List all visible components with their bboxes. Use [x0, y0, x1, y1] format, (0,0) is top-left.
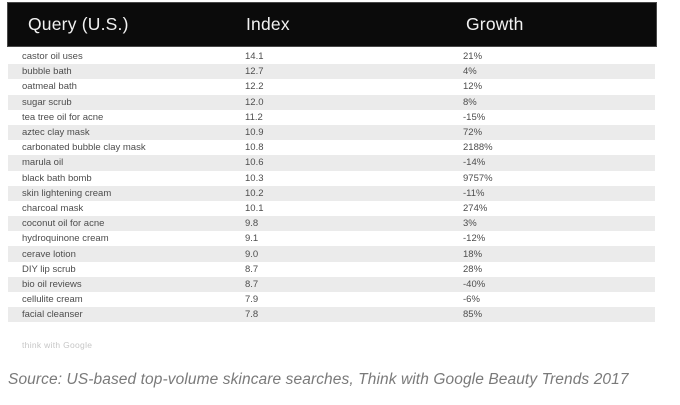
- growth-cell: 72%: [463, 127, 483, 139]
- table-row: cerave lotion 9.0 18%: [8, 246, 655, 262]
- growth-cell: 274%: [463, 202, 488, 214]
- table-row: DIY lip scrub 8.7 28%: [8, 261, 655, 277]
- index-cell: 11.2: [245, 111, 263, 123]
- table-row: carbonated bubble clay mask 10.8 2188%: [8, 140, 655, 156]
- growth-cell: 8%: [463, 96, 477, 108]
- table-row: castor oil uses 14.1 21%: [8, 49, 655, 65]
- query-cell: cerave lotion: [22, 248, 76, 260]
- query-cell: DIY lip scrub: [22, 263, 76, 275]
- index-cell: 7.9: [245, 294, 259, 306]
- index-cell: 12.7: [245, 66, 264, 78]
- table-row: black bath bomb 10.3 9757%: [8, 170, 655, 186]
- index-cell: 10.2: [245, 187, 264, 199]
- table-row: tea tree oil for acne 11.2 -15%: [8, 109, 655, 125]
- table-row: cellulite cream 7.9 -6%: [8, 292, 655, 308]
- table-header: Query (U.S.) Index Growth: [7, 2, 657, 47]
- growth-cell: 9757%: [463, 172, 493, 184]
- growth-cell: -6%: [463, 294, 480, 306]
- table-row: facial cleanser 7.8 85%: [8, 307, 655, 323]
- index-cell: 9.0: [245, 248, 259, 260]
- growth-cell: 2188%: [463, 142, 493, 154]
- query-cell: castor oil uses: [22, 51, 83, 63]
- growth-cell: 85%: [463, 309, 483, 321]
- growth-cell: 21%: [463, 51, 483, 63]
- query-cell: hydroquinone cream: [22, 233, 109, 245]
- query-cell: black bath bomb: [22, 172, 92, 184]
- query-cell: bio oil reviews: [22, 278, 82, 290]
- query-cell: skin lightening cream: [22, 187, 112, 199]
- table-row: coconut oil for acne 9.8 3%: [8, 216, 655, 232]
- growth-cell: -11%: [463, 187, 485, 199]
- table-row: bio oil reviews 8.7 -40%: [8, 276, 655, 292]
- query-cell: cellulite cream: [22, 294, 83, 306]
- index-cell: 7.8: [245, 309, 259, 321]
- table-row: aztec clay mask 10.9 72%: [8, 124, 655, 141]
- index-cell: 12.2: [245, 81, 264, 93]
- column-header-growth: Growth: [466, 14, 524, 34]
- index-cell: 10.6: [245, 157, 264, 169]
- growth-cell: 3%: [463, 218, 477, 230]
- source-caption: Source: US-based top-volume skincare sea…: [8, 371, 629, 388]
- growth-cell: 4%: [463, 66, 477, 78]
- growth-cell: -15%: [463, 111, 486, 123]
- query-cell: sugar scrub: [22, 96, 72, 108]
- growth-cell: 12%: [463, 81, 483, 93]
- table-row: sugar scrub 12.0 8%: [8, 94, 655, 110]
- index-cell: 10.9: [245, 127, 264, 139]
- table-row: hydroquinone cream 9.1 -12%: [8, 231, 655, 247]
- think-with-google-watermark: think with Google: [22, 340, 93, 350]
- query-cell: oatmeal bath: [22, 81, 77, 93]
- index-cell: 9.1: [245, 233, 259, 245]
- growth-cell: -14%: [463, 157, 486, 169]
- table-row: charcoal mask 10.1 274%: [8, 200, 655, 217]
- growth-cell: 18%: [463, 248, 483, 260]
- table-row: oatmeal bath 12.2 12%: [8, 79, 655, 95]
- column-header-query: Query (U.S.): [28, 14, 129, 34]
- query-cell: coconut oil for acne: [22, 218, 105, 230]
- query-cell: marula oil: [22, 157, 64, 169]
- index-cell: 12.0: [245, 96, 264, 108]
- index-cell: 14.1: [245, 51, 264, 63]
- query-cell: charcoal mask: [22, 202, 84, 214]
- column-header-index: Index: [246, 14, 290, 34]
- growth-cell: -40%: [463, 278, 486, 290]
- query-cell: carbonated bubble clay mask: [22, 142, 146, 154]
- table-row: marula oil 10.6 -14%: [8, 155, 655, 171]
- query-cell: facial cleanser: [22, 309, 83, 321]
- index-cell: 10.3: [245, 172, 264, 184]
- table-row: bubble bath 12.7 4%: [8, 64, 655, 80]
- query-cell: tea tree oil for acne: [22, 111, 104, 123]
- index-cell: 10.1: [245, 202, 264, 214]
- index-cell: 8.7: [245, 278, 259, 290]
- query-cell: bubble bath: [22, 66, 72, 78]
- growth-cell: 28%: [463, 263, 483, 275]
- index-cell: 9.8: [245, 218, 259, 230]
- growth-cell: -12%: [463, 233, 486, 245]
- table-body: castor oil uses 14.1 21% bubble bath 12.…: [8, 49, 655, 323]
- query-cell: aztec clay mask: [22, 127, 90, 139]
- index-cell: 8.7: [245, 263, 259, 275]
- index-cell: 10.8: [245, 142, 264, 154]
- table-row: skin lightening cream 10.2 -11%: [8, 185, 655, 201]
